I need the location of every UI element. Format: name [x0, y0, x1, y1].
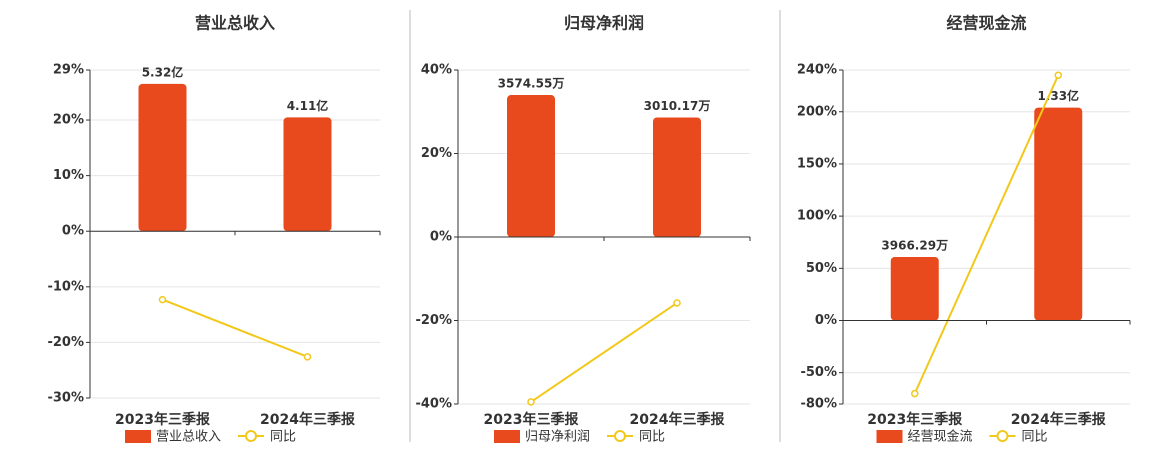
- line: [162, 298, 308, 358]
- y-tick-label: 200%: [797, 104, 837, 119]
- y-tick-label: 0%: [430, 230, 452, 245]
- line-point: [1054, 71, 1062, 79]
- value-label: 1.33亿: [1037, 88, 1079, 103]
- y-tick-label: -40%: [415, 397, 452, 412]
- y-tick-label: 0%: [815, 313, 837, 328]
- bar: [890, 256, 939, 321]
- bar: [653, 117, 701, 237]
- y-tick-label: -30%: [47, 391, 84, 406]
- value-label: 3966.29万: [881, 238, 948, 252]
- x-tick-label: 2024年三季报: [260, 411, 355, 428]
- line-point: [158, 295, 167, 304]
- chart-title: 归母净利润: [564, 14, 644, 33]
- bar: [1034, 107, 1083, 321]
- legend-marker: [996, 430, 1009, 442]
- line: [913, 74, 1060, 394]
- x-tick-label: 2024年三季报: [1011, 411, 1106, 428]
- legend-swatch: [876, 430, 903, 443]
- chart-title: 营业总收入: [195, 14, 275, 33]
- value-label: 3010.17万: [644, 99, 711, 113]
- y-tick-label: 29%: [53, 63, 84, 78]
- y-tick-label: -20%: [47, 335, 84, 350]
- line-point: [673, 299, 681, 307]
- legend-label: 同比: [639, 430, 665, 445]
- y-tick-label: 40%: [421, 63, 452, 78]
- y-tick-label: 100%: [797, 209, 837, 224]
- legend-swatch: [125, 430, 151, 443]
- y-tick-label: 20%: [53, 113, 84, 128]
- legend-label: 营业总收入: [156, 430, 221, 445]
- y-tick-label: -10%: [47, 279, 84, 294]
- line-point: [303, 353, 312, 361]
- x-tick-label: 2023年三季报: [115, 411, 210, 428]
- legend-label: 同比: [270, 430, 296, 445]
- value-label: 5.32亿: [142, 64, 184, 79]
- legend-label: 同比: [1022, 430, 1048, 445]
- legend-swatch: [494, 430, 520, 443]
- y-tick-label: 150%: [797, 156, 837, 171]
- y-tick-label: 20%: [421, 146, 452, 161]
- chart-title: 经营现金流: [946, 14, 1026, 33]
- legend-label: 经营现金流: [908, 429, 973, 445]
- y-tick-label: 0%: [62, 224, 84, 239]
- bar: [507, 95, 555, 237]
- bar: [138, 83, 187, 232]
- line-point: [911, 389, 919, 398]
- legend-marker: [614, 430, 626, 442]
- legend-marker: [245, 430, 257, 442]
- value-label: 3574.55万: [498, 77, 565, 91]
- x-tick-label: 2023年三季报: [484, 411, 579, 428]
- x-tick-label: 2024年三季报: [630, 411, 725, 428]
- line: [530, 302, 678, 403]
- bar: [283, 117, 332, 232]
- y-tick-label: 50%: [806, 261, 837, 276]
- value-label: 4.11亿: [287, 98, 329, 113]
- y-tick-label: -50%: [800, 365, 837, 380]
- y-tick-label: 240%: [797, 63, 837, 78]
- y-tick-label: -80%: [800, 397, 837, 412]
- line-point: [527, 398, 535, 406]
- y-tick-label: -20%: [415, 313, 452, 328]
- legend-label: 归母净利润: [525, 430, 590, 445]
- y-tick-label: 10%: [53, 168, 84, 183]
- x-tick-label: 2023年三季报: [867, 411, 962, 428]
